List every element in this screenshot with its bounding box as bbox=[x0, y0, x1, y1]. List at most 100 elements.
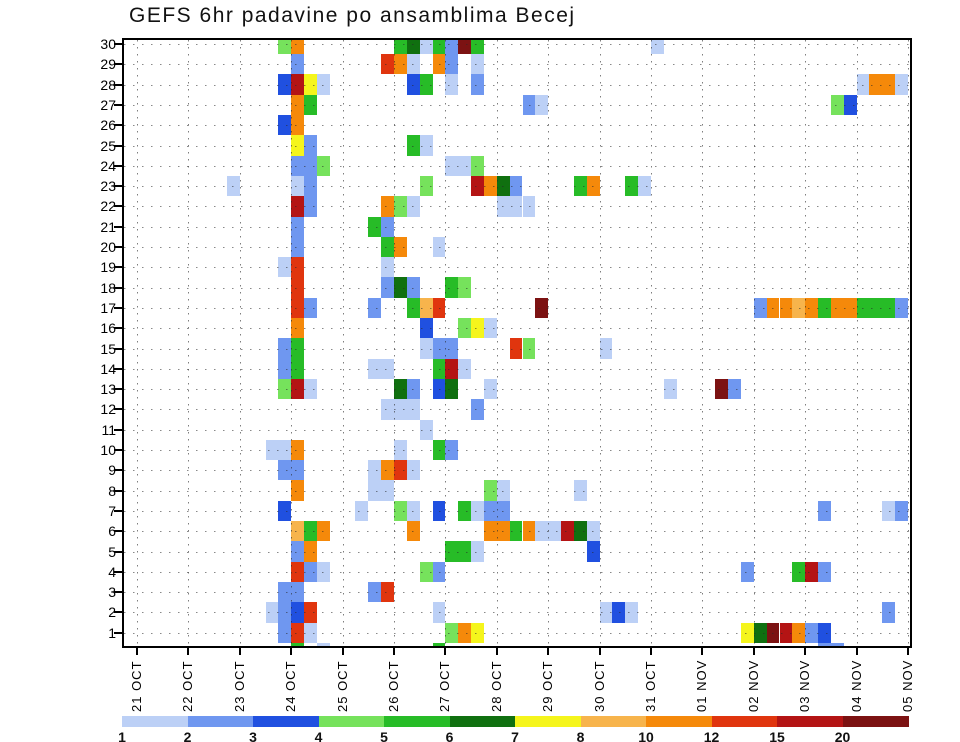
precip-cell bbox=[458, 40, 472, 55]
x-axis-label: 31 OCT bbox=[643, 660, 658, 712]
y-axis-label: 19 bbox=[100, 259, 116, 276]
x-axis-label: 21 OCT bbox=[129, 660, 144, 712]
y-axis-label: 1 bbox=[108, 624, 116, 641]
precip-cell bbox=[522, 338, 536, 359]
precip-cell bbox=[445, 338, 459, 359]
precip-cell bbox=[895, 74, 908, 95]
precip-cell bbox=[471, 54, 484, 75]
x-axis-label: 26 OCT bbox=[386, 660, 401, 712]
precip-cell bbox=[471, 155, 484, 176]
x-axis-tick bbox=[290, 648, 293, 655]
precip-cell bbox=[471, 175, 484, 197]
precip-cell bbox=[381, 358, 394, 379]
y-axis-label: 21 bbox=[100, 218, 116, 235]
precip-cell bbox=[818, 642, 831, 646]
y-axis-label: 30 bbox=[100, 36, 116, 52]
x-axis-tick bbox=[804, 648, 807, 655]
precip-cell bbox=[406, 54, 420, 75]
member-gridline bbox=[124, 470, 910, 472]
precip-cell bbox=[291, 460, 305, 481]
y-axis-tick bbox=[114, 469, 122, 472]
day-gridline bbox=[137, 40, 138, 646]
member-gridline bbox=[124, 389, 910, 391]
x-axis-label: 28 OCT bbox=[488, 660, 504, 712]
precip-cell bbox=[304, 175, 317, 197]
precip-cell bbox=[432, 40, 446, 55]
y-axis-label: 2 bbox=[108, 604, 116, 621]
y-axis-tick bbox=[114, 43, 122, 45]
colorbar-tick-label: 1 bbox=[118, 729, 126, 742]
member-gridline bbox=[124, 307, 910, 309]
precip-cell bbox=[368, 460, 382, 481]
y-axis-label: 17 bbox=[100, 299, 116, 316]
precip-cell bbox=[381, 460, 394, 481]
precip-cell bbox=[432, 642, 446, 646]
precip-cell bbox=[394, 54, 407, 75]
day-gridline bbox=[856, 40, 858, 646]
member-gridline bbox=[124, 247, 910, 248]
precip-cell bbox=[445, 54, 459, 75]
member-gridline bbox=[124, 104, 910, 106]
precip-cell bbox=[830, 642, 844, 646]
member-gridline bbox=[124, 64, 910, 66]
colorbar-tick-label: 20 bbox=[834, 729, 851, 742]
precip-cell bbox=[394, 378, 407, 400]
member-gridline bbox=[124, 84, 910, 86]
precip-cell bbox=[432, 236, 446, 258]
member-gridline bbox=[124, 348, 910, 350]
precip-cell bbox=[458, 358, 472, 379]
precip-cell bbox=[304, 74, 317, 95]
member-gridline bbox=[124, 510, 910, 512]
x-axis-label: 22 OCT bbox=[180, 660, 196, 712]
x-axis-tick bbox=[187, 648, 190, 655]
colorbar-tick-label: 6 bbox=[445, 729, 454, 742]
y-axis-tick bbox=[114, 63, 122, 66]
precip-cell bbox=[419, 135, 433, 156]
member-gridline bbox=[124, 368, 910, 370]
precip-cell bbox=[496, 175, 510, 197]
y-axis-tick bbox=[114, 408, 122, 411]
precip-cell bbox=[291, 40, 305, 55]
precip-cell bbox=[445, 358, 459, 379]
precip-cell bbox=[291, 378, 305, 400]
precip-cell bbox=[394, 460, 407, 481]
precip-cell bbox=[419, 338, 433, 359]
precip-cell bbox=[368, 358, 382, 379]
y-axis-tick bbox=[114, 103, 122, 106]
precip-cell bbox=[509, 338, 523, 359]
day-gridline bbox=[908, 40, 909, 646]
precip-cell bbox=[381, 277, 394, 298]
precip-cell bbox=[805, 561, 819, 582]
x-axis-label: 05 NOV bbox=[900, 659, 915, 712]
x-axis-tick bbox=[650, 648, 652, 655]
precip-cell bbox=[291, 236, 305, 258]
y-axis-tick bbox=[114, 286, 122, 289]
precip-cell bbox=[291, 480, 305, 501]
x-axis-label: 27 OCT bbox=[437, 660, 453, 712]
x-axis-tick bbox=[907, 648, 909, 655]
precip-cell bbox=[406, 135, 420, 156]
precip-cell bbox=[394, 277, 407, 298]
x-axis-tick bbox=[495, 648, 498, 655]
x-axis-tick bbox=[238, 648, 241, 655]
precip-cell bbox=[278, 378, 292, 400]
precip-cell bbox=[638, 175, 651, 197]
member-gridline bbox=[124, 429, 910, 431]
precip-cell bbox=[419, 175, 433, 197]
precip-cell bbox=[419, 561, 433, 582]
precip-cell bbox=[419, 74, 433, 95]
precip-cell bbox=[445, 378, 459, 400]
x-axis-label: 24 OCT bbox=[283, 660, 299, 712]
y-axis-tick bbox=[114, 246, 122, 248]
y-axis-label: 13 bbox=[100, 381, 116, 398]
precip-cell bbox=[291, 155, 305, 176]
precip-cell bbox=[471, 74, 484, 95]
colorbar-tick-label: 8 bbox=[576, 729, 585, 742]
member-gridline bbox=[124, 551, 910, 553]
colorbar-segment bbox=[253, 716, 319, 727]
precip-cell bbox=[445, 155, 459, 176]
member-gridline bbox=[124, 226, 910, 228]
precip-cell bbox=[432, 561, 446, 582]
precip-cell bbox=[394, 236, 407, 258]
x-axis-label: 01 NOV bbox=[694, 659, 710, 712]
